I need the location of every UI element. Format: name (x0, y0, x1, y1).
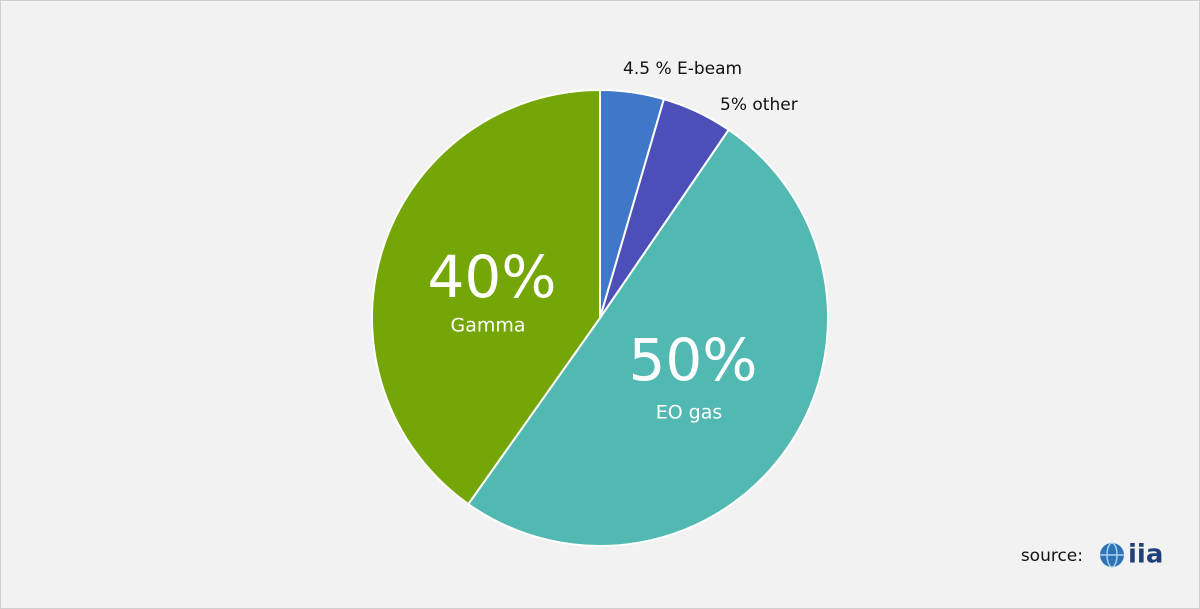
source-logo: iia (1100, 540, 1163, 570)
pie-slice (466, 128, 829, 547)
category-label: Gamma (450, 315, 525, 337)
source-label: source: (1021, 546, 1083, 566)
source-name: iia (1128, 540, 1163, 570)
slice-label: 4.5 % E-beam (623, 59, 742, 79)
slice-label: 5% other (720, 95, 798, 115)
value-label: 4.5 % (623, 59, 672, 79)
labels: 4.5 % E-beam 5% other 50% EO gas 40% Gamma (428, 59, 798, 424)
category-label: EO gas (656, 402, 723, 424)
value-label: 50% (629, 326, 758, 394)
category-label: E-beam (677, 59, 742, 79)
value-label: 5% (720, 95, 747, 115)
category-label: other (752, 95, 797, 115)
value-label: 40% (428, 243, 557, 311)
pie (371, 88, 829, 547)
pie-slice (371, 88, 601, 506)
